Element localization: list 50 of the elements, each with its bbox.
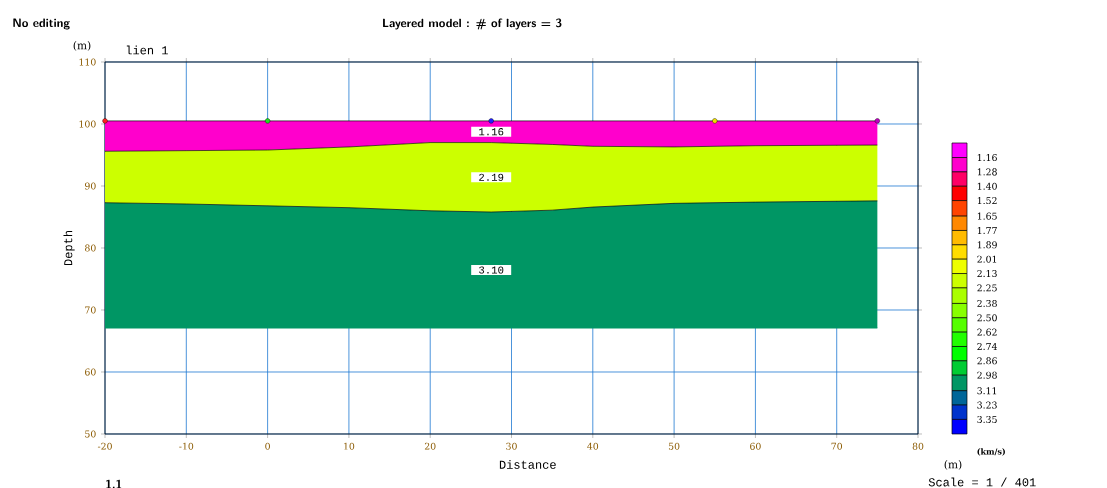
text: 1.1 — [106, 479, 122, 488]
color-bar-label: 2.98 — [977, 371, 997, 379]
y-tick-label: 90 — [85, 182, 96, 190]
color-bar-label: 1.89 — [977, 241, 997, 249]
y-tick-label: 110 — [79, 58, 96, 66]
x-tick-label: 60 — [750, 442, 761, 450]
color-bar-label: 3.23 — [977, 401, 997, 409]
y-tick-label: 50 — [85, 430, 96, 438]
color-bar-label: 1.16 — [977, 154, 997, 162]
y-tick-label: 60 — [85, 368, 96, 376]
x-tick-label: -20 — [97, 442, 112, 450]
y-tick-label: 80 — [85, 244, 96, 252]
text: No editing — [13, 18, 70, 30]
text: (m) — [73, 41, 91, 51]
color-bar-label: 1.40 — [977, 182, 997, 190]
y-tick-label: 70 — [85, 306, 96, 314]
x-tick-label: 10 — [344, 442, 355, 450]
color-bar-label: 1.65 — [977, 212, 997, 220]
x-tick-label: 80 — [912, 442, 924, 450]
color-bar-label: 3.35 — [977, 415, 997, 423]
color-bar-label: 2.13 — [977, 270, 997, 278]
series-label: 2.19 — [479, 173, 504, 181]
color-bar-label: 3.11 — [977, 387, 997, 395]
x-tick-label: 50 — [668, 442, 680, 450]
color-bar-label: 1.52 — [977, 197, 997, 205]
x-tick-label: -10 — [179, 442, 194, 450]
text: Scale = 1 / 401 — [928, 477, 1036, 487]
color-bar-label: 2.86 — [977, 357, 997, 365]
color-bar-label: 2.62 — [977, 328, 997, 336]
color-bar-label: 2.25 — [977, 284, 997, 292]
color-bar-label: 2.38 — [977, 299, 997, 307]
y-axis-title: Depth — [63, 231, 75, 266]
text: (m) — [944, 460, 962, 470]
x-tick-label: 30 — [506, 442, 517, 450]
text: lien 1 — [126, 45, 168, 55]
color-bar-label: 2.01 — [977, 255, 997, 263]
chart-title: Layered model : # of layers = 3 — [383, 18, 562, 30]
color-bar-label: 1.77 — [977, 226, 997, 234]
color-bar-title: (km/s) — [977, 448, 1005, 456]
x-tick-label: 20 — [424, 442, 436, 450]
series-label: 3.10 — [479, 266, 504, 274]
series-label: 1.16 — [479, 128, 504, 136]
color-bar-label: 1.28 — [977, 168, 997, 176]
x-tick-label: 0 — [265, 442, 270, 450]
x-tick-label: 70 — [831, 442, 843, 450]
color-bar-label: 2.74 — [977, 342, 998, 351]
y-tick-label: 100 — [79, 120, 96, 128]
x-axis-title: Distance — [499, 460, 556, 469]
x-tick-label: 40 — [587, 442, 599, 450]
color-bar-label: 2.50 — [977, 314, 997, 322]
